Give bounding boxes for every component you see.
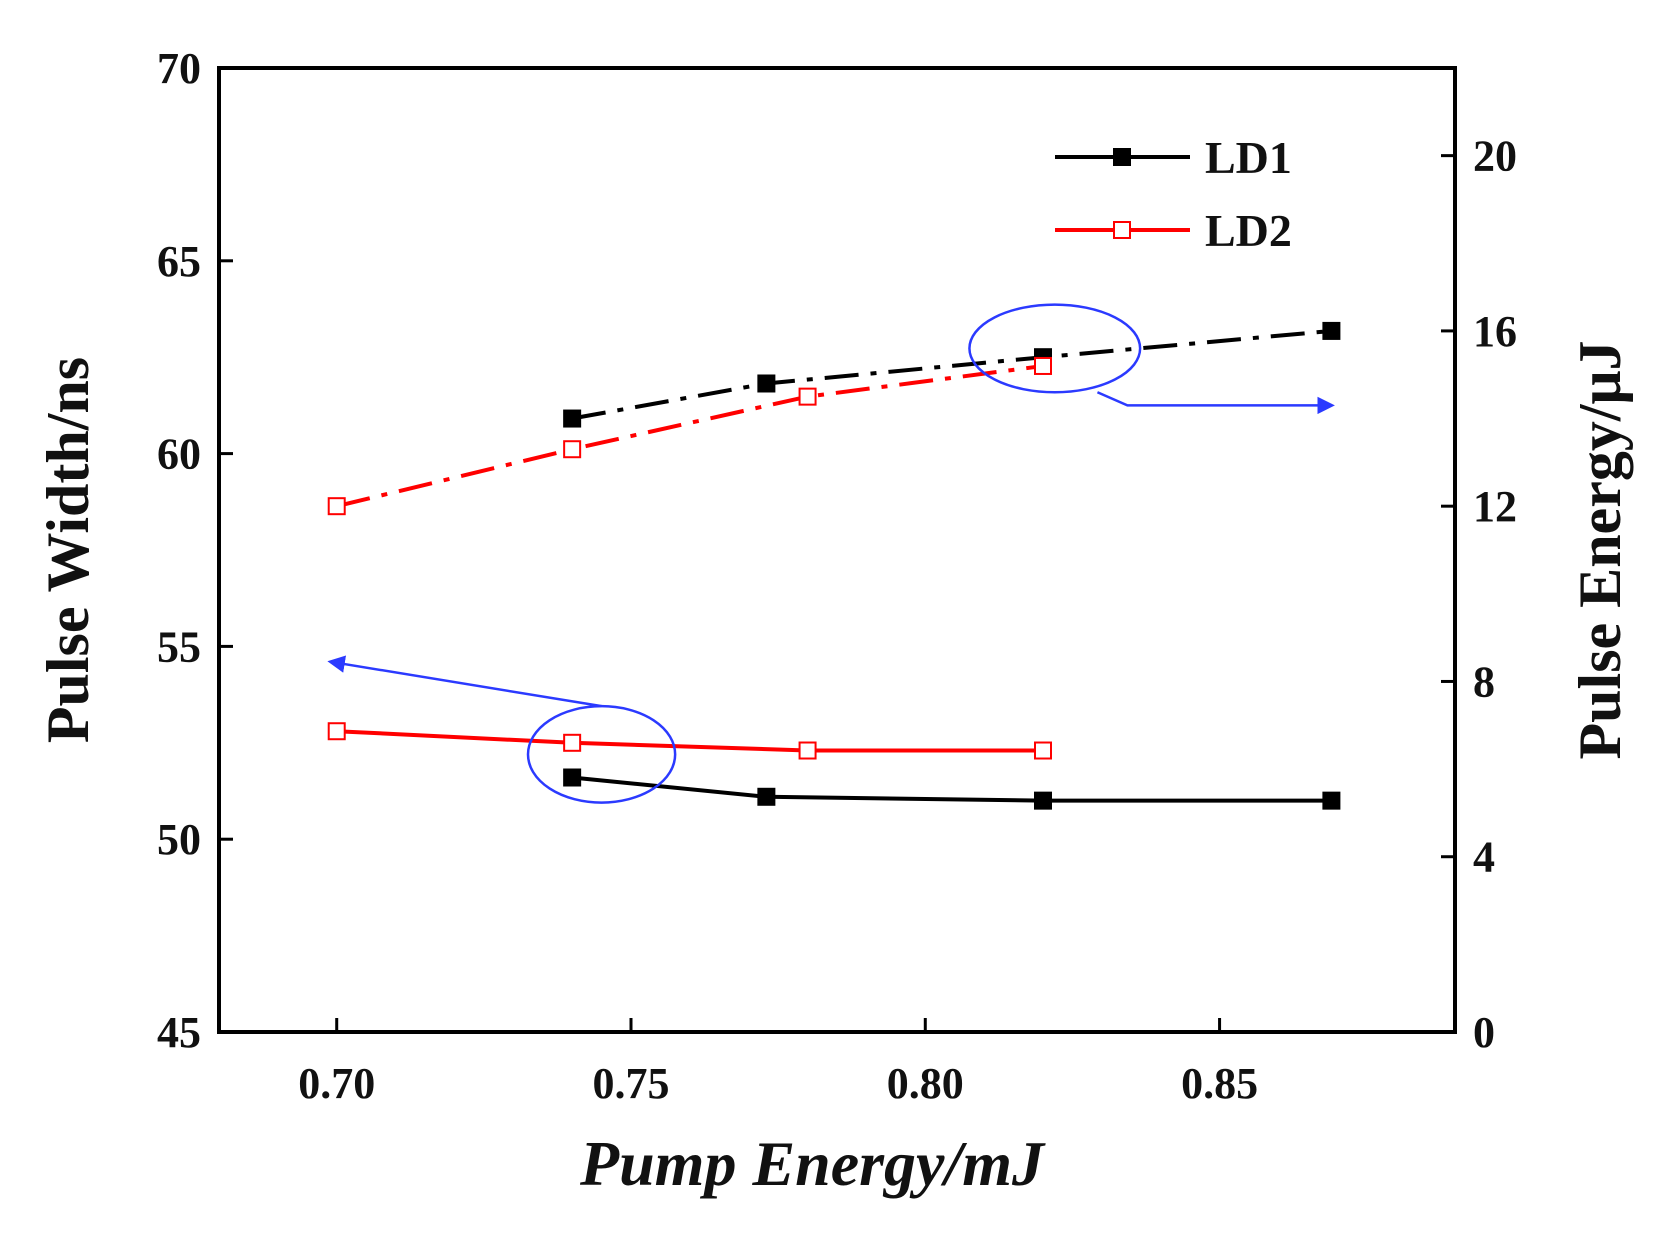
- y-axis-title-left: Pulse Width/ns: [35, 357, 101, 743]
- series-line: [336, 729, 1043, 753]
- series-ld1-pulse-width: [563, 768, 1341, 810]
- legend-label-ld2: LD2: [1205, 205, 1292, 256]
- y-left-tick-label-2: 55: [157, 622, 201, 671]
- data-point: [327, 722, 346, 741]
- y-right-tick-label-3: 12: [1473, 482, 1517, 531]
- data-point: [1322, 321, 1341, 340]
- y-right-tick-label-5: 20: [1473, 132, 1517, 181]
- data-point: [327, 497, 346, 516]
- legend: LD1 LD2: [1055, 132, 1292, 256]
- plot-frame: [217, 66, 1457, 1034]
- x-tick-label-1: 0.75: [593, 1059, 670, 1108]
- x-axis-title: Pump Energy/mJ: [579, 1128, 1046, 1199]
- y-right-tick-label-0: 0: [1473, 1008, 1495, 1057]
- data-point: [563, 768, 582, 787]
- y-left-tick-label-1: 50: [157, 815, 201, 864]
- series-layer: [327, 321, 1341, 810]
- data-point: [757, 787, 776, 806]
- annotation-ellipse-0: [526, 704, 677, 804]
- y-right-tick-label-4: 16: [1473, 307, 1517, 356]
- legend-label-ld1: LD1: [1205, 132, 1292, 183]
- axis-layer: 0.70 0.75 0.80 0.85 45 50 55 60 65 70 0 4 8 12 16 20: [157, 44, 1517, 1108]
- legend-marker-ld2: [1113, 221, 1131, 239]
- y-left-tick-label-0: 45: [157, 1008, 201, 1057]
- series-ld2-pulse-width: [327, 722, 1052, 760]
- annotation-arrow-0: [327, 655, 602, 708]
- x-tick-label-3: 0.85: [1181, 1059, 1258, 1108]
- legend-marker-ld1: [1113, 148, 1131, 166]
- annotation-layer: [327, 303, 1335, 804]
- data-point: [798, 741, 817, 760]
- series-ld2-pulse-energy: [327, 356, 1052, 516]
- y-left-tick-label-5: 70: [157, 44, 201, 93]
- series-ld1-pulse-energy: [563, 321, 1341, 428]
- series-line: [336, 364, 1044, 509]
- data-point: [1034, 791, 1052, 810]
- annotation-ellipse-1: [968, 303, 1142, 394]
- series-line: [571, 775, 1332, 803]
- data-point: [798, 387, 817, 406]
- y-right-tick-label-2: 8: [1473, 657, 1495, 706]
- y-axis-title-right: Pulse Energy/μJ: [1567, 340, 1633, 759]
- data-point: [563, 733, 582, 752]
- series-line: [571, 328, 1332, 421]
- annotation-arrow-1: [1096, 391, 1335, 415]
- y-right-tick-label-1: 4: [1473, 833, 1495, 882]
- data-point: [1034, 741, 1052, 760]
- x-tick-label-2: 0.80: [887, 1059, 964, 1108]
- data-point: [563, 409, 582, 428]
- y-left-tick-label-3: 60: [157, 430, 201, 479]
- data-point: [563, 440, 582, 459]
- y-left-tick-label-4: 65: [157, 237, 201, 286]
- data-point: [1034, 356, 1052, 375]
- data-point: [757, 374, 776, 393]
- data-point: [1322, 791, 1341, 810]
- x-tick-label-0: 0.70: [298, 1059, 375, 1108]
